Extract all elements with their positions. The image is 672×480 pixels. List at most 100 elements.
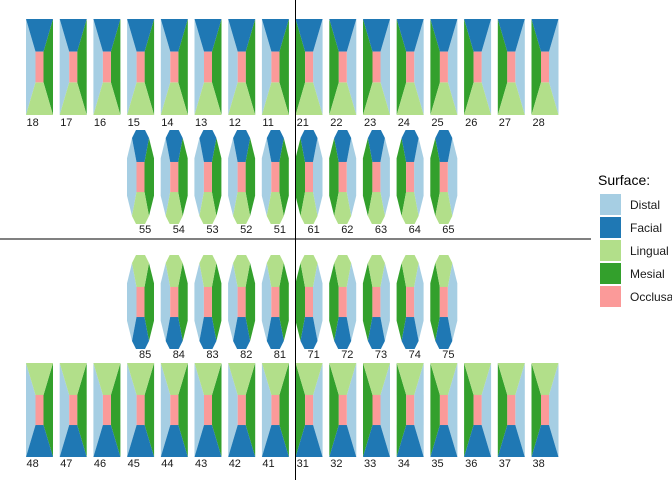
tooth-number-label: 47 — [60, 458, 72, 470]
tooth-84: 84 — [160, 255, 188, 361]
tooth-number-label: 65 — [442, 224, 454, 236]
tooth-24: 24 — [396, 19, 424, 129]
tooth-number-label: 73 — [375, 349, 387, 361]
legend-item-facial: Facial — [600, 217, 662, 238]
tooth-12: 12 — [228, 19, 256, 129]
mesial-surface — [464, 363, 474, 457]
tooth-51: 51 — [261, 130, 289, 236]
tooth-14: 14 — [160, 19, 188, 129]
distal-surface — [261, 138, 272, 216]
mesial-surface — [43, 363, 53, 457]
facial-surface — [295, 425, 323, 457]
lingual-surface — [464, 82, 492, 115]
facial-surface — [26, 425, 53, 457]
mesial-surface — [295, 363, 306, 457]
tooth-number-label: 22 — [330, 117, 342, 129]
lingual-surface — [334, 192, 352, 224]
lingual-surface — [59, 82, 87, 115]
tooth-number-label: 28 — [533, 117, 545, 129]
occlusal-surface — [136, 394, 145, 426]
legend-swatch — [600, 240, 621, 261]
occlusal-surface — [338, 161, 347, 193]
mesial-surface — [77, 363, 87, 457]
mesial-surface — [279, 138, 289, 216]
distal-surface — [194, 363, 204, 457]
tooth-15: 15 — [127, 19, 155, 129]
lingual-surface — [199, 255, 217, 287]
legend-label: Lingual — [630, 244, 669, 258]
lingual-surface — [266, 255, 284, 287]
occlusal-surface — [203, 161, 212, 193]
distal-surface — [313, 19, 323, 115]
distal-surface — [447, 263, 458, 341]
tooth-41: 41 — [261, 363, 289, 470]
tooth-82: 82 — [228, 255, 256, 361]
lingual-surface — [401, 255, 419, 287]
legend-swatch — [600, 217, 621, 238]
tooth-23: 23 — [363, 19, 390, 129]
distal-surface — [414, 363, 424, 457]
occlusal-surface — [102, 51, 111, 83]
tooth-number-label: 74 — [409, 349, 421, 361]
occlusal-surface — [271, 286, 280, 318]
facial-surface — [261, 19, 289, 52]
tooth-number-label: 12 — [229, 117, 241, 129]
lingual-surface — [132, 255, 149, 287]
occlusal-surface — [541, 51, 549, 83]
facial-surface — [367, 130, 385, 162]
tooth-34: 34 — [396, 363, 424, 470]
tooth-52: 52 — [228, 130, 256, 236]
tooth-number-label: 71 — [308, 349, 320, 361]
tooth-row-lower-primary: 85 84 83 82 81 71 72 73 74 75 — [127, 255, 458, 361]
tooth-number-label: 14 — [161, 117, 173, 129]
lingual-surface — [367, 255, 385, 287]
distal-surface — [346, 363, 357, 457]
tooth-21: 21 — [295, 19, 323, 129]
facial-surface — [261, 425, 289, 457]
facial-surface — [334, 317, 352, 349]
facial-surface — [334, 130, 352, 162]
tooth-number-label: 18 — [27, 117, 39, 129]
distal-surface — [447, 138, 458, 216]
mesial-surface — [43, 19, 53, 115]
distal-surface — [313, 263, 323, 341]
lingual-surface — [26, 363, 53, 395]
legend-swatch — [600, 194, 621, 215]
tooth-17: 17 — [59, 19, 87, 129]
facial-surface — [93, 19, 121, 52]
facial-surface — [165, 317, 183, 349]
occlusal-surface — [170, 51, 179, 83]
tooth-54: 54 — [160, 130, 188, 236]
mesial-surface — [295, 19, 306, 115]
mesial-surface — [363, 363, 373, 457]
distal-surface — [261, 363, 272, 457]
tooth-number-label: 27 — [499, 117, 511, 129]
facial-surface — [363, 425, 390, 457]
occlusal-surface — [136, 161, 145, 193]
distal-surface — [26, 19, 36, 115]
occlusal-surface — [35, 394, 44, 426]
mesial-surface — [144, 138, 154, 216]
tooth-85: 85 — [127, 255, 154, 361]
tooth-18: 18 — [26, 19, 53, 129]
mesial-surface — [362, 263, 373, 341]
distal-surface — [346, 263, 357, 341]
occlusal-surface — [406, 51, 415, 83]
tooth-25: 25 — [430, 19, 458, 129]
mesial-surface — [212, 19, 222, 115]
mesial-surface — [178, 19, 188, 115]
mesial-surface — [212, 363, 222, 457]
mesial-surface — [430, 263, 440, 341]
occlusal-surface — [406, 161, 415, 193]
tooth-row-upper-primary: 55 54 53 52 51 61 62 63 64 65 — [127, 130, 458, 236]
tooth-number-label: 54 — [173, 224, 185, 236]
mesial-surface — [178, 263, 188, 341]
facial-surface — [194, 425, 222, 457]
tooth-number-label: 25 — [431, 117, 443, 129]
tooth-number-label: 52 — [240, 224, 252, 236]
occlusal-surface — [305, 51, 314, 83]
occlusal-surface — [237, 161, 246, 193]
tooth-46: 46 — [93, 363, 121, 470]
mesial-surface — [295, 138, 305, 216]
mesial-surface — [430, 138, 440, 216]
